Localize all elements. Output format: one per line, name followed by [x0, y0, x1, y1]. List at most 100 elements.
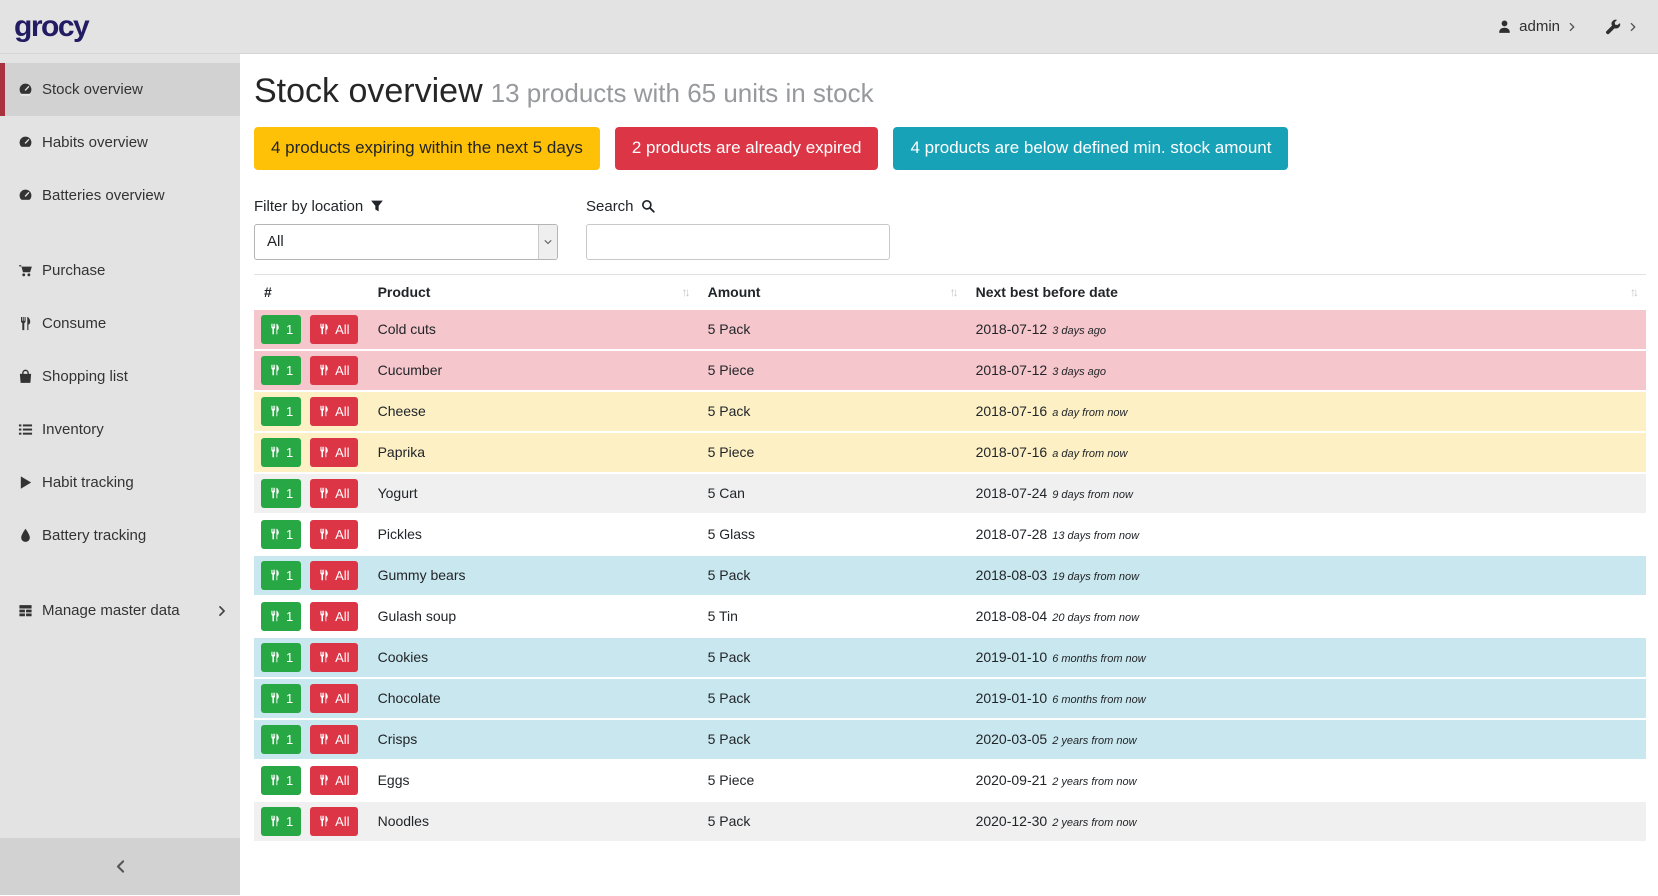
consume-one-button[interactable]: 1 [261, 479, 301, 508]
consume-all-button[interactable]: All [310, 356, 357, 385]
cutlery-icon [269, 610, 281, 622]
consume-one-button[interactable]: 1 [261, 807, 301, 836]
tint-icon [18, 528, 33, 543]
consume-all-button[interactable]: All [310, 520, 357, 549]
column-header-best-before[interactable]: ↑↓Next best before date [966, 274, 1646, 309]
consume-one-button[interactable]: 1 [261, 766, 301, 795]
product-amount: 5 Pack [698, 719, 966, 760]
column-header-product[interactable]: ↑↓Product [368, 274, 698, 309]
consume-one-button[interactable]: 1 [261, 643, 301, 672]
consume-one-button[interactable]: 1 [261, 438, 301, 467]
row-actions: 1 All [254, 473, 368, 514]
consume-all-button[interactable]: All [310, 438, 357, 467]
sidebar-item-battery-tracking[interactable]: Battery tracking [0, 509, 240, 562]
sidebar-item-purchase[interactable]: Purchase [0, 244, 240, 297]
consume-one-button[interactable]: 1 [261, 684, 301, 713]
consume-all-button[interactable]: All [310, 725, 357, 754]
search-input[interactable] [586, 224, 890, 260]
cutlery-icon [318, 815, 330, 827]
expired-products-badge[interactable]: 2 products are already expired [615, 127, 879, 170]
consume-one-button[interactable]: 1 [261, 725, 301, 754]
list-icon [18, 422, 33, 437]
cutlery-icon [269, 651, 281, 663]
consume-one-button[interactable]: 1 [261, 561, 301, 590]
cutlery-icon [269, 487, 281, 499]
best-before-date: 2018-07-249 days from now [966, 473, 1646, 514]
product-name: Eggs [368, 760, 698, 801]
location-select[interactable]: All [254, 224, 558, 260]
cutlery-icon [318, 610, 330, 622]
consume-all-button[interactable]: All [310, 315, 357, 344]
cutlery-icon [269, 569, 281, 581]
page-title: Stock overview13 products with 65 units … [254, 72, 1646, 111]
sidebar-item-shopping-list[interactable]: Shopping list [0, 350, 240, 403]
cutlery-icon [269, 405, 281, 417]
consume-one-button[interactable]: 1 [261, 602, 301, 631]
column-header-number[interactable]: # [254, 274, 368, 309]
row-actions: 1 All [254, 555, 368, 596]
page-title-text: Stock overview [254, 72, 483, 110]
sort-icon[interactable]: ↑↓ [682, 285, 688, 299]
product-amount: 5 Can [698, 473, 966, 514]
cutlery-icon [269, 733, 281, 745]
consume-all-button[interactable]: All [310, 684, 357, 713]
select-caret-area [538, 225, 557, 259]
consume-one-button[interactable]: 1 [261, 315, 301, 344]
consume-one-button[interactable]: 1 [261, 356, 301, 385]
product-amount: 5 Pack [698, 555, 966, 596]
product-name: Chocolate [368, 678, 698, 719]
user-menu[interactable]: admin [1497, 18, 1577, 35]
product-amount: 5 Pack [698, 391, 966, 432]
cutlery-icon [318, 569, 330, 581]
consume-one-button[interactable]: 1 [261, 397, 301, 426]
play-icon [18, 475, 33, 490]
sort-icon[interactable]: ↑↓ [950, 285, 956, 299]
filter-icon [370, 199, 384, 213]
product-amount: 5 Pack [698, 637, 966, 678]
status-badges: 4 products expiring within the next 5 da… [254, 127, 1646, 170]
user-name: admin [1519, 18, 1560, 35]
row-actions: 1 All [254, 678, 368, 719]
best-before-date: 2018-08-0319 days from now [966, 555, 1646, 596]
sidebar: Stock overview Habits overview Batteries… [0, 54, 240, 895]
consume-all-button[interactable]: All [310, 807, 357, 836]
search-label: Search [586, 198, 890, 215]
chevron-right-icon [1567, 22, 1577, 32]
expiring-products-badge[interactable]: 4 products expiring within the next 5 da… [254, 127, 600, 170]
consume-all-button[interactable]: All [310, 766, 357, 795]
consume-all-button[interactable]: All [310, 397, 357, 426]
app-logo[interactable]: grocy [14, 12, 88, 42]
sidebar-item-inventory[interactable]: Inventory [0, 403, 240, 456]
best-before-date: 2018-07-16a day from now [966, 391, 1646, 432]
search-group: Search [586, 198, 890, 260]
consume-all-button[interactable]: All [310, 561, 357, 590]
best-before-date: 2020-12-302 years from now [966, 801, 1646, 841]
sidebar-item-manage-master-data[interactable]: Manage master data [0, 584, 240, 637]
sidebar-collapse-button[interactable] [0, 838, 240, 895]
settings-menu[interactable] [1605, 19, 1638, 35]
navbar-right: admin [1497, 18, 1638, 35]
consume-one-button[interactable]: 1 [261, 520, 301, 549]
consume-all-button[interactable]: All [310, 643, 357, 672]
table-row: 1 All Gulash soup 5 Tin 2018-08-0420 day… [254, 596, 1646, 637]
sidebar-item-habit-tracking[interactable]: Habit tracking [0, 456, 240, 509]
table-row: 1 All Cookies 5 Pack 2019-01-106 months … [254, 637, 1646, 678]
product-amount: 5 Tin [698, 596, 966, 637]
product-amount: 5 Pack [698, 801, 966, 841]
sidebar-item-stock-overview[interactable]: Stock overview [0, 63, 240, 116]
search-icon [641, 199, 655, 213]
row-actions: 1 All [254, 719, 368, 760]
chevron-right-icon [1628, 22, 1638, 32]
sidebar-item-consume[interactable]: Consume [0, 297, 240, 350]
below-min-stock-badge[interactable]: 4 products are below defined min. stock … [893, 127, 1288, 170]
product-amount: 5 Piece [698, 432, 966, 473]
cutlery-icon [318, 774, 330, 786]
column-header-amount[interactable]: ↑↓Amount [698, 274, 966, 309]
shopping-bag-icon [18, 369, 33, 384]
sort-icon[interactable]: ↑↓ [1630, 285, 1636, 299]
consume-all-button[interactable]: All [310, 479, 357, 508]
sidebar-item-batteries-overview[interactable]: Batteries overview [0, 169, 240, 222]
cart-icon [18, 263, 33, 278]
sidebar-item-habits-overview[interactable]: Habits overview [0, 116, 240, 169]
consume-all-button[interactable]: All [310, 602, 357, 631]
